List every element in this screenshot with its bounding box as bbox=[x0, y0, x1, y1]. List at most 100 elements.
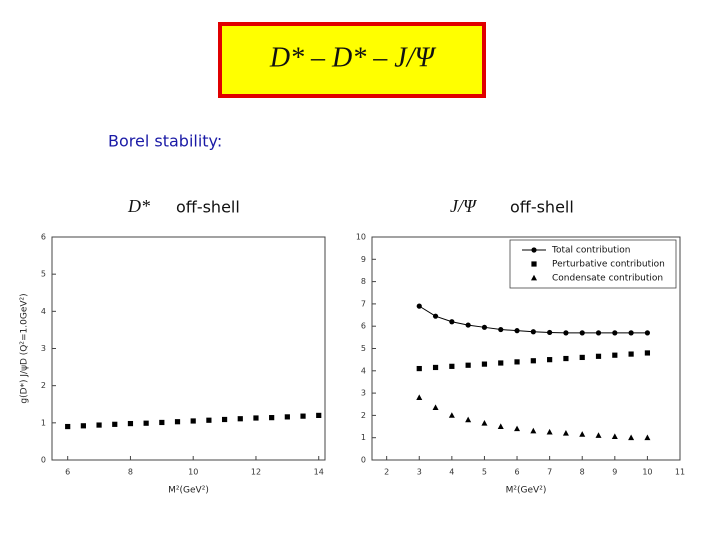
x-tick-label: 2 bbox=[384, 468, 389, 477]
y-tick-label: 10 bbox=[356, 233, 366, 242]
title-box bbox=[218, 22, 486, 98]
marker bbox=[530, 358, 536, 364]
marker bbox=[514, 359, 520, 365]
marker bbox=[498, 326, 504, 333]
marker bbox=[644, 350, 651, 356]
marker bbox=[579, 431, 586, 437]
panel-symbol: D* bbox=[127, 196, 150, 216]
x-axis-title: M²(GeV²) bbox=[168, 486, 209, 496]
marker bbox=[206, 417, 212, 423]
panel-label: off-shell bbox=[510, 198, 574, 217]
marker bbox=[531, 274, 537, 281]
marker bbox=[530, 329, 536, 335]
marker bbox=[143, 420, 149, 426]
marker bbox=[514, 328, 520, 334]
marker bbox=[481, 361, 488, 367]
marker bbox=[497, 423, 504, 429]
marker bbox=[579, 354, 585, 361]
marker bbox=[112, 421, 118, 427]
x-tick-label: 3 bbox=[417, 468, 422, 477]
marker bbox=[174, 419, 181, 425]
x-tick-label: 12 bbox=[251, 468, 261, 477]
marker bbox=[269, 415, 275, 421]
marker bbox=[465, 416, 472, 423]
marker bbox=[546, 428, 553, 435]
marker bbox=[465, 322, 471, 328]
legend-label: Total contribution bbox=[551, 246, 630, 256]
marker bbox=[448, 412, 455, 418]
marker bbox=[612, 352, 618, 358]
marker bbox=[498, 360, 504, 366]
x-tick-label: 8 bbox=[128, 468, 133, 477]
marker bbox=[644, 434, 651, 441]
marker bbox=[449, 319, 455, 325]
y-tick-label: 6 bbox=[41, 233, 46, 242]
marker bbox=[628, 351, 634, 357]
marker bbox=[253, 415, 259, 421]
marker bbox=[237, 416, 243, 422]
x-tick-label: 4 bbox=[449, 468, 454, 477]
x-tick-label: 10 bbox=[642, 468, 652, 477]
marker bbox=[562, 430, 569, 436]
marker bbox=[547, 329, 553, 336]
marker bbox=[432, 404, 439, 410]
y-tick-label: 1 bbox=[41, 418, 46, 427]
marker bbox=[465, 362, 471, 368]
marker bbox=[221, 416, 228, 423]
marker bbox=[416, 394, 423, 400]
series-line bbox=[418, 305, 648, 334]
y-tick-label: 4 bbox=[361, 366, 366, 375]
y-axis-title: g(D*) J/ψD (Q²=1.0GeV²) bbox=[20, 293, 30, 403]
marker bbox=[531, 247, 537, 253]
marker bbox=[595, 330, 602, 336]
marker bbox=[190, 418, 196, 424]
x-tick-label: 14 bbox=[314, 468, 324, 477]
marker bbox=[65, 423, 71, 430]
marker bbox=[80, 423, 86, 429]
marker bbox=[531, 261, 537, 267]
x-tick-label: 7 bbox=[547, 468, 552, 477]
y-tick-label: 7 bbox=[361, 299, 366, 308]
y-tick-label: 4 bbox=[41, 307, 46, 316]
marker bbox=[612, 330, 618, 336]
x-tick-label: 11 bbox=[675, 468, 685, 477]
x-tick-label: 6 bbox=[514, 468, 519, 477]
plot-frame bbox=[51, 236, 326, 461]
marker bbox=[563, 330, 569, 336]
y-tick-label: 1 bbox=[361, 433, 366, 442]
marker bbox=[416, 365, 422, 372]
marker bbox=[595, 432, 602, 438]
marker bbox=[432, 313, 439, 319]
marker bbox=[579, 330, 585, 336]
y-tick-label: 5 bbox=[41, 270, 46, 279]
marker bbox=[563, 355, 569, 362]
marker bbox=[159, 419, 165, 426]
marker bbox=[96, 422, 102, 428]
y-tick-label: 0 bbox=[41, 456, 46, 465]
marker bbox=[628, 330, 634, 336]
x-tick-label: 6 bbox=[65, 468, 70, 477]
x-tick-label: 8 bbox=[580, 468, 585, 477]
x-axis-title: M²(GeV²) bbox=[506, 486, 547, 496]
marker bbox=[514, 425, 521, 432]
marker bbox=[284, 414, 290, 420]
x-tick-label: 5 bbox=[482, 468, 487, 477]
y-tick-label: 8 bbox=[361, 277, 366, 286]
marker bbox=[316, 412, 322, 418]
slide-title: D* – D* – J/Ψ bbox=[269, 42, 437, 73]
marker bbox=[611, 433, 618, 439]
legend-label: Perturbative contribution bbox=[552, 260, 665, 270]
y-tick-label: 6 bbox=[361, 322, 366, 331]
marker bbox=[628, 434, 635, 441]
marker bbox=[481, 324, 488, 330]
x-tick-label: 10 bbox=[188, 468, 198, 477]
y-tick-label: 5 bbox=[361, 344, 366, 353]
y-tick-label: 2 bbox=[41, 381, 46, 390]
legend-label: Condensate contribution bbox=[552, 274, 663, 284]
y-tick-label: 0 bbox=[361, 456, 366, 465]
marker bbox=[595, 353, 602, 359]
marker bbox=[432, 364, 439, 371]
y-tick-label: 2 bbox=[361, 411, 366, 420]
marker bbox=[127, 420, 134, 427]
marker bbox=[416, 303, 422, 309]
